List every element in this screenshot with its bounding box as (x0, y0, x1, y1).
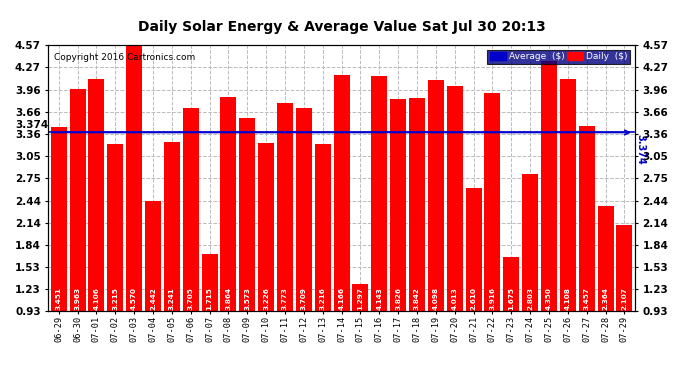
Text: 2.803: 2.803 (527, 287, 533, 310)
Text: 3.963: 3.963 (75, 287, 81, 310)
Bar (560, 79, 576, 311)
Text: 1.715: 1.715 (206, 287, 213, 310)
Bar (371, 76, 387, 311)
Text: 3.374: 3.374 (15, 120, 48, 129)
Bar (466, 188, 482, 311)
Text: 4.106: 4.106 (93, 287, 99, 310)
Legend: Average  ($), Daily  ($): Average ($), Daily ($) (487, 50, 630, 64)
Text: 1.297: 1.297 (357, 287, 364, 310)
Bar (126, 45, 142, 311)
Bar (107, 144, 124, 311)
Bar (616, 225, 633, 311)
Text: 4.166: 4.166 (339, 287, 344, 310)
Text: 3.826: 3.826 (395, 287, 401, 310)
Text: 1.675: 1.675 (509, 287, 514, 310)
Bar (70, 89, 86, 311)
Bar (315, 144, 331, 311)
Bar (353, 284, 368, 311)
Bar (541, 61, 557, 311)
Text: 3.226: 3.226 (263, 287, 269, 310)
Text: 4.108: 4.108 (565, 287, 571, 310)
Text: 2.364: 2.364 (602, 287, 609, 310)
Bar (409, 98, 425, 311)
Text: 3.773: 3.773 (282, 287, 288, 310)
Bar (333, 75, 350, 311)
Text: 4.143: 4.143 (376, 287, 382, 310)
Text: Copyright 2016 Cartronics.com: Copyright 2016 Cartronics.com (55, 53, 195, 62)
Bar (428, 80, 444, 311)
Bar (50, 127, 67, 311)
Bar (145, 201, 161, 311)
Text: 2.610: 2.610 (471, 287, 477, 310)
Text: 4.098: 4.098 (433, 287, 439, 310)
Text: 4.570: 4.570 (131, 287, 137, 310)
Text: 3.705: 3.705 (188, 287, 194, 310)
Bar (239, 118, 255, 311)
Bar (446, 86, 463, 311)
Bar (390, 99, 406, 311)
Text: 4.350: 4.350 (546, 287, 552, 310)
Bar (201, 254, 217, 311)
Bar (503, 257, 520, 311)
Text: 3.457: 3.457 (584, 287, 590, 310)
Bar (598, 206, 613, 311)
Bar (258, 143, 274, 311)
Text: 3.216: 3.216 (319, 287, 326, 310)
Text: 4.013: 4.013 (452, 287, 457, 310)
Text: 3.241: 3.241 (169, 287, 175, 310)
Bar (220, 97, 237, 311)
Text: 3.374: 3.374 (635, 134, 646, 165)
Text: 2.442: 2.442 (150, 287, 156, 310)
Text: 2.107: 2.107 (622, 287, 627, 310)
Text: 3.916: 3.916 (489, 287, 495, 310)
Bar (164, 142, 180, 311)
Bar (183, 108, 199, 311)
Text: Daily Solar Energy & Average Value Sat Jul 30 20:13: Daily Solar Energy & Average Value Sat J… (138, 20, 545, 34)
Bar (522, 174, 538, 311)
Bar (277, 103, 293, 311)
Text: 3.451: 3.451 (56, 287, 61, 310)
Bar (484, 93, 500, 311)
Text: 3.573: 3.573 (244, 287, 250, 310)
Bar (579, 126, 595, 311)
Bar (296, 108, 312, 311)
Text: 3.215: 3.215 (112, 287, 118, 310)
Text: 3.709: 3.709 (301, 287, 307, 310)
Text: 3.864: 3.864 (226, 287, 231, 310)
Bar (88, 79, 104, 311)
Text: 3.842: 3.842 (414, 287, 420, 310)
